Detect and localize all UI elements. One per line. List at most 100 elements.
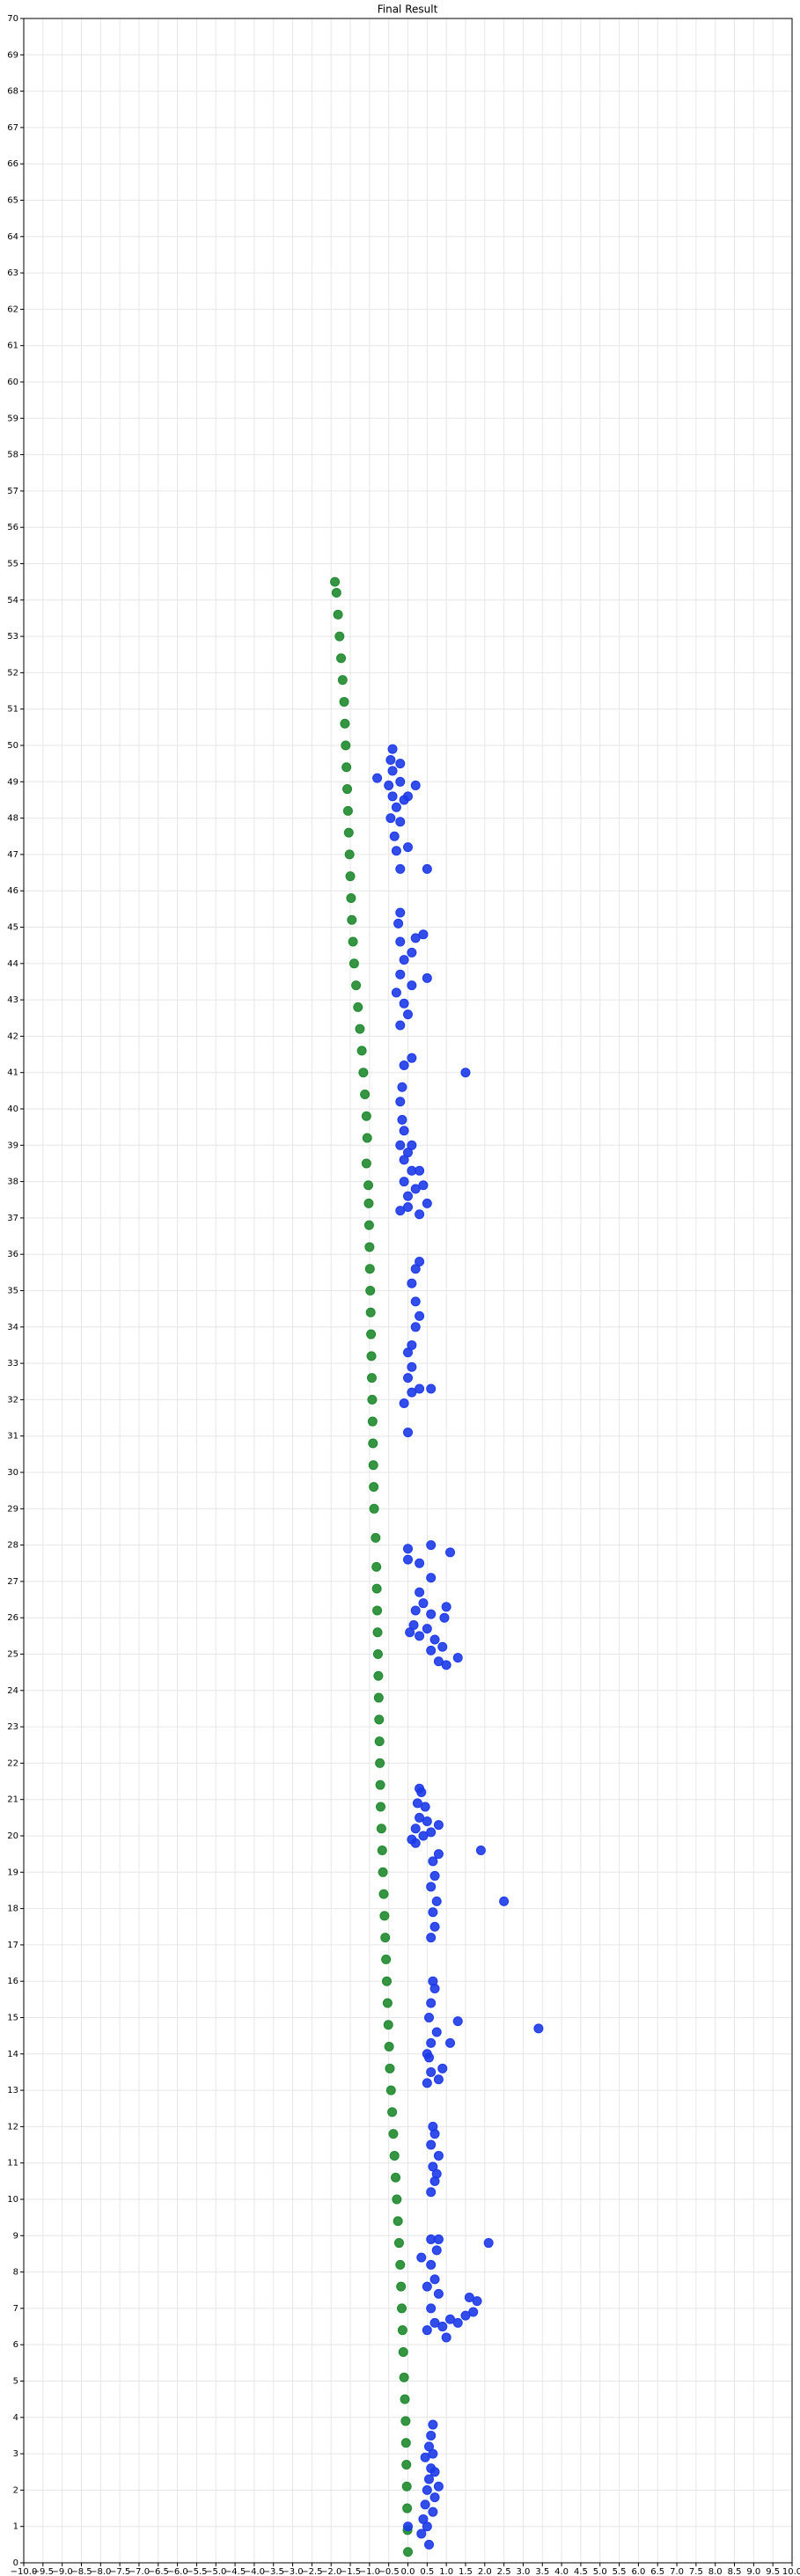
x-tick-label: −6.5 [148, 2567, 169, 2576]
point [403, 2547, 413, 2558]
y-tick-label: 27 [7, 1577, 18, 1587]
y-tick-label: 40 [7, 1105, 18, 1114]
point [428, 2506, 438, 2517]
point [395, 1206, 406, 1216]
point [437, 2063, 448, 2073]
point [403, 842, 413, 853]
point [437, 2322, 448, 2332]
point [433, 2481, 444, 2492]
x-tick-label: −1.0 [359, 2567, 380, 2576]
point [403, 1373, 413, 1383]
x-tick-label: 3.5 [535, 2567, 549, 2576]
point [410, 1605, 421, 1616]
point [407, 947, 417, 958]
point [431, 2245, 442, 2256]
point [464, 2293, 474, 2303]
x-tick-label: −2.5 [301, 2567, 322, 2576]
point [429, 2274, 440, 2285]
point [424, 2474, 435, 2484]
point [468, 2307, 479, 2317]
point [376, 1824, 386, 1834]
y-tick-label: 20 [7, 1831, 18, 1841]
point [475, 1846, 486, 1856]
point [428, 1907, 438, 1918]
y-tick-label: 48 [7, 814, 18, 824]
y-tick-label: 62 [7, 305, 18, 314]
point [407, 1053, 417, 1063]
point [420, 2452, 430, 2462]
point [407, 1140, 417, 1150]
point [431, 1896, 442, 1906]
point [429, 1921, 440, 1932]
point [334, 631, 345, 642]
point [407, 980, 417, 991]
y-tick-label: 65 [7, 196, 18, 206]
y-tick-label: 43 [7, 995, 18, 1005]
point [348, 936, 358, 947]
point [375, 1780, 385, 1790]
point [393, 918, 404, 928]
y-tick-label: 52 [7, 668, 18, 678]
point [336, 653, 347, 664]
point [408, 1619, 419, 1630]
x-tick-label: −7.0 [128, 2567, 150, 2576]
x-tick-label: 5.0 [593, 2567, 607, 2576]
y-tick-label: 3 [13, 2449, 18, 2459]
point [395, 759, 406, 769]
point [365, 1286, 376, 1295]
point [422, 1816, 432, 1826]
point [407, 1278, 417, 1288]
point [363, 1180, 374, 1191]
x-tick-label: 4.0 [554, 2567, 569, 2576]
y-tick-label: 50 [7, 741, 18, 751]
x-tick-label: 6.5 [650, 2567, 664, 2576]
point [410, 1184, 421, 1194]
y-tick-label: 7 [13, 2304, 18, 2314]
point [472, 2296, 482, 2307]
point [426, 1998, 437, 2008]
x-tick-label: 3.0 [516, 2567, 530, 2576]
y-tick-label: 15 [7, 2014, 18, 2023]
point [389, 2150, 400, 2161]
y-tick-label: 69 [7, 50, 18, 60]
y-tick-label: 5 [13, 2377, 18, 2387]
point [372, 1649, 383, 1659]
point [426, 2037, 437, 2048]
point [422, 1198, 432, 1208]
point [378, 1889, 389, 1899]
point [351, 980, 362, 991]
point [410, 1322, 421, 1332]
y-tick-label: 25 [7, 1650, 18, 1660]
y-tick-label: 22 [7, 1758, 18, 1768]
point [387, 766, 398, 776]
point [399, 955, 409, 965]
x-tick-label: −6.0 [166, 2567, 187, 2576]
point [376, 1802, 386, 1812]
point [368, 1460, 378, 1471]
point [407, 1339, 417, 1350]
point [391, 2172, 401, 2183]
point [422, 863, 432, 874]
y-tick-label: 36 [7, 1250, 18, 1259]
point [418, 929, 429, 940]
point [361, 1158, 371, 1169]
point [331, 588, 341, 598]
y-tick-label: 63 [7, 268, 18, 278]
y-tick-label: 2 [13, 2485, 18, 2495]
point [403, 1009, 413, 1020]
point [437, 1641, 448, 1652]
point [422, 2484, 432, 2495]
point [431, 2169, 442, 2179]
point [422, 2281, 432, 2292]
y-tick-label: 23 [7, 1722, 18, 1732]
point [429, 1870, 440, 1881]
point [426, 1882, 437, 1892]
point [422, 2078, 432, 2088]
point [369, 1503, 379, 1514]
y-tick-label: 67 [7, 123, 18, 133]
x-tick-label: 2.5 [497, 2567, 511, 2576]
point [387, 2107, 398, 2117]
point [403, 1191, 413, 1201]
y-tick-label: 54 [7, 596, 18, 605]
